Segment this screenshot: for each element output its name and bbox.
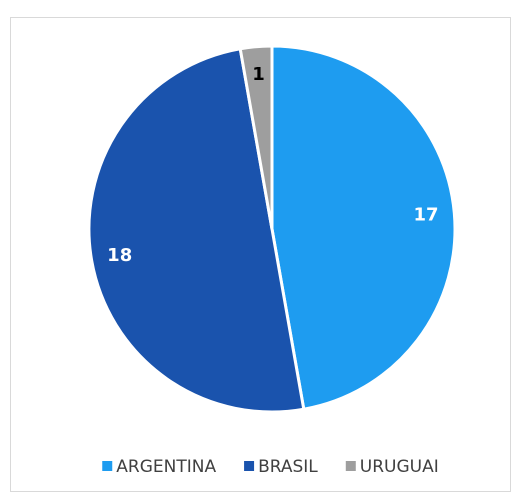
legend-label: BRASIL bbox=[258, 457, 318, 477]
pie-slice bbox=[238, 44, 274, 231]
data-label: 18 bbox=[107, 245, 132, 266]
data-label: 17 bbox=[414, 205, 439, 226]
legend-swatch bbox=[244, 461, 255, 471]
legend-swatch bbox=[102, 461, 113, 471]
legend-swatch bbox=[345, 461, 356, 471]
legend-label: ARGENTINA bbox=[116, 457, 216, 477]
pie-slice bbox=[87, 47, 306, 414]
data-label: 1 bbox=[252, 64, 265, 85]
legend-label: URUGUAI bbox=[360, 457, 439, 477]
pie-slice bbox=[270, 44, 457, 411]
